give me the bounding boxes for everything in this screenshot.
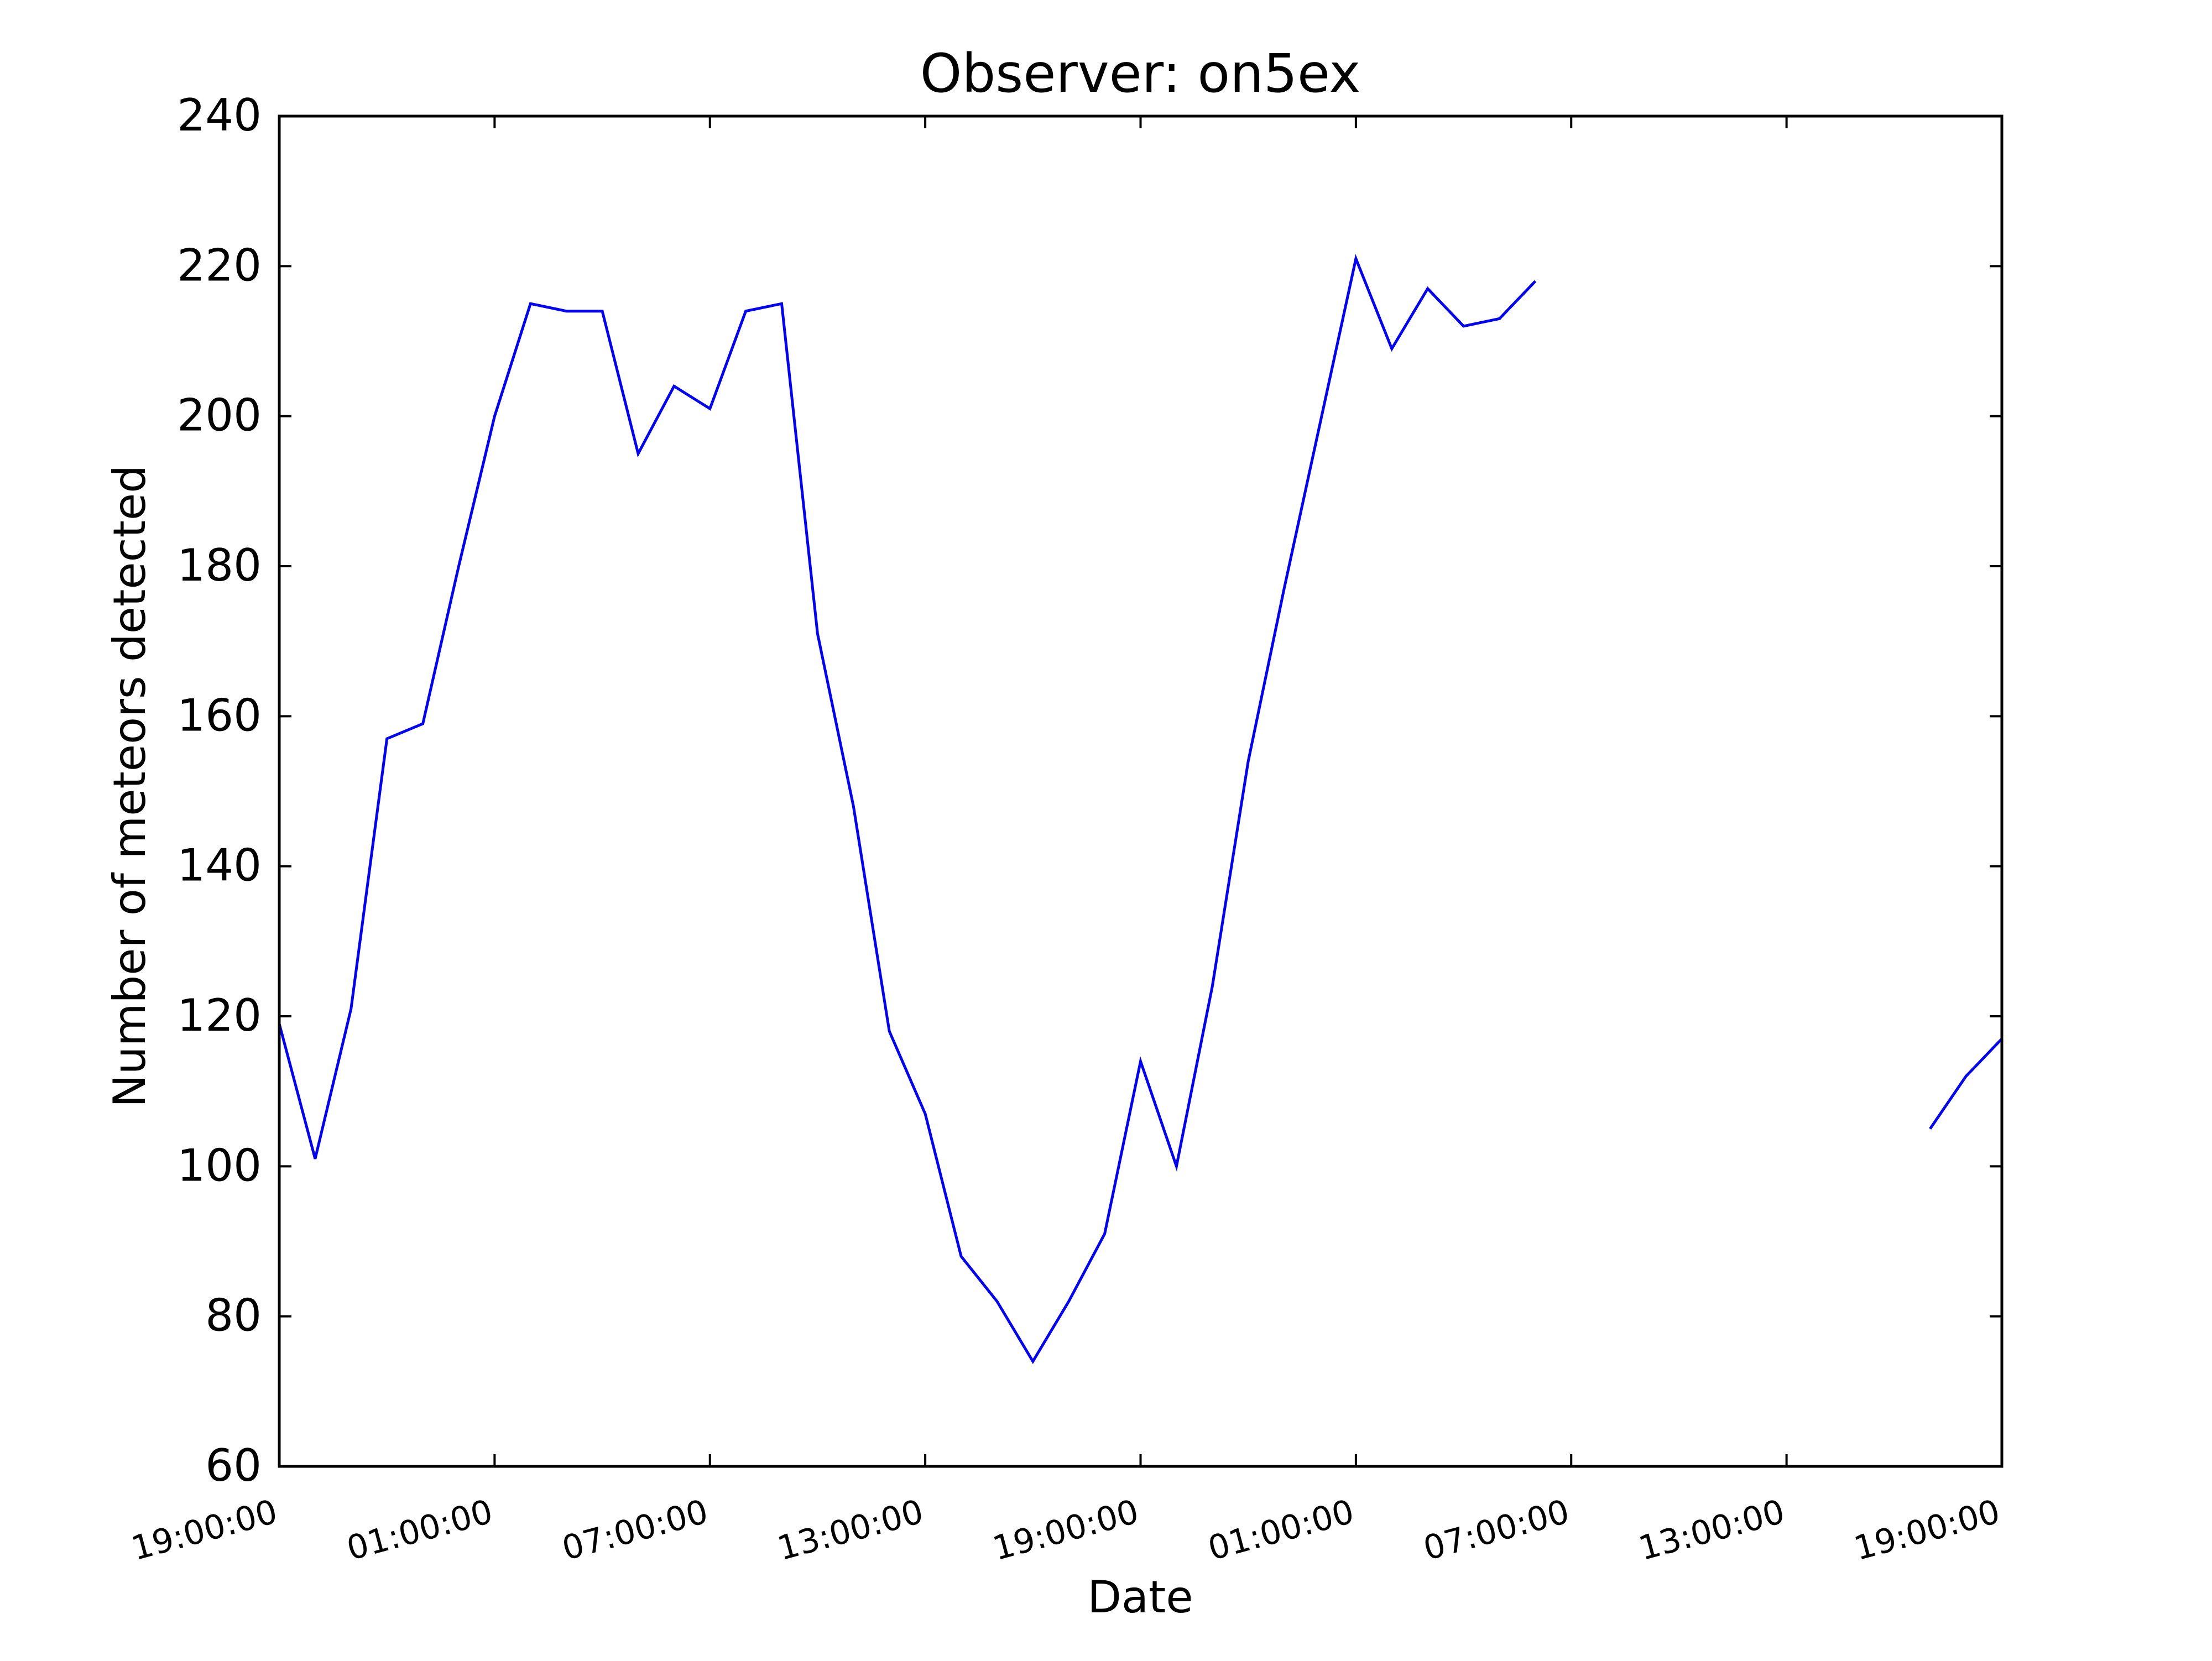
chart-title: Observer: on5ex <box>920 43 1360 105</box>
y-tick-label: 100 <box>177 1140 262 1191</box>
y-tick-label: 180 <box>177 540 262 591</box>
y-tick-label: 140 <box>177 840 262 891</box>
y-tick-label: 60 <box>205 1440 262 1491</box>
y-tick-label: 80 <box>205 1290 262 1341</box>
y-tick-label: 200 <box>177 390 262 441</box>
x-axis-label: Date <box>1087 1571 1193 1623</box>
y-axis-label: Number of meteors detected <box>104 465 155 1108</box>
y-tick-label: 120 <box>177 990 262 1041</box>
y-tick-label: 220 <box>177 239 262 291</box>
y-tick-label: 160 <box>177 690 262 741</box>
y-tick-label: 240 <box>177 90 262 141</box>
